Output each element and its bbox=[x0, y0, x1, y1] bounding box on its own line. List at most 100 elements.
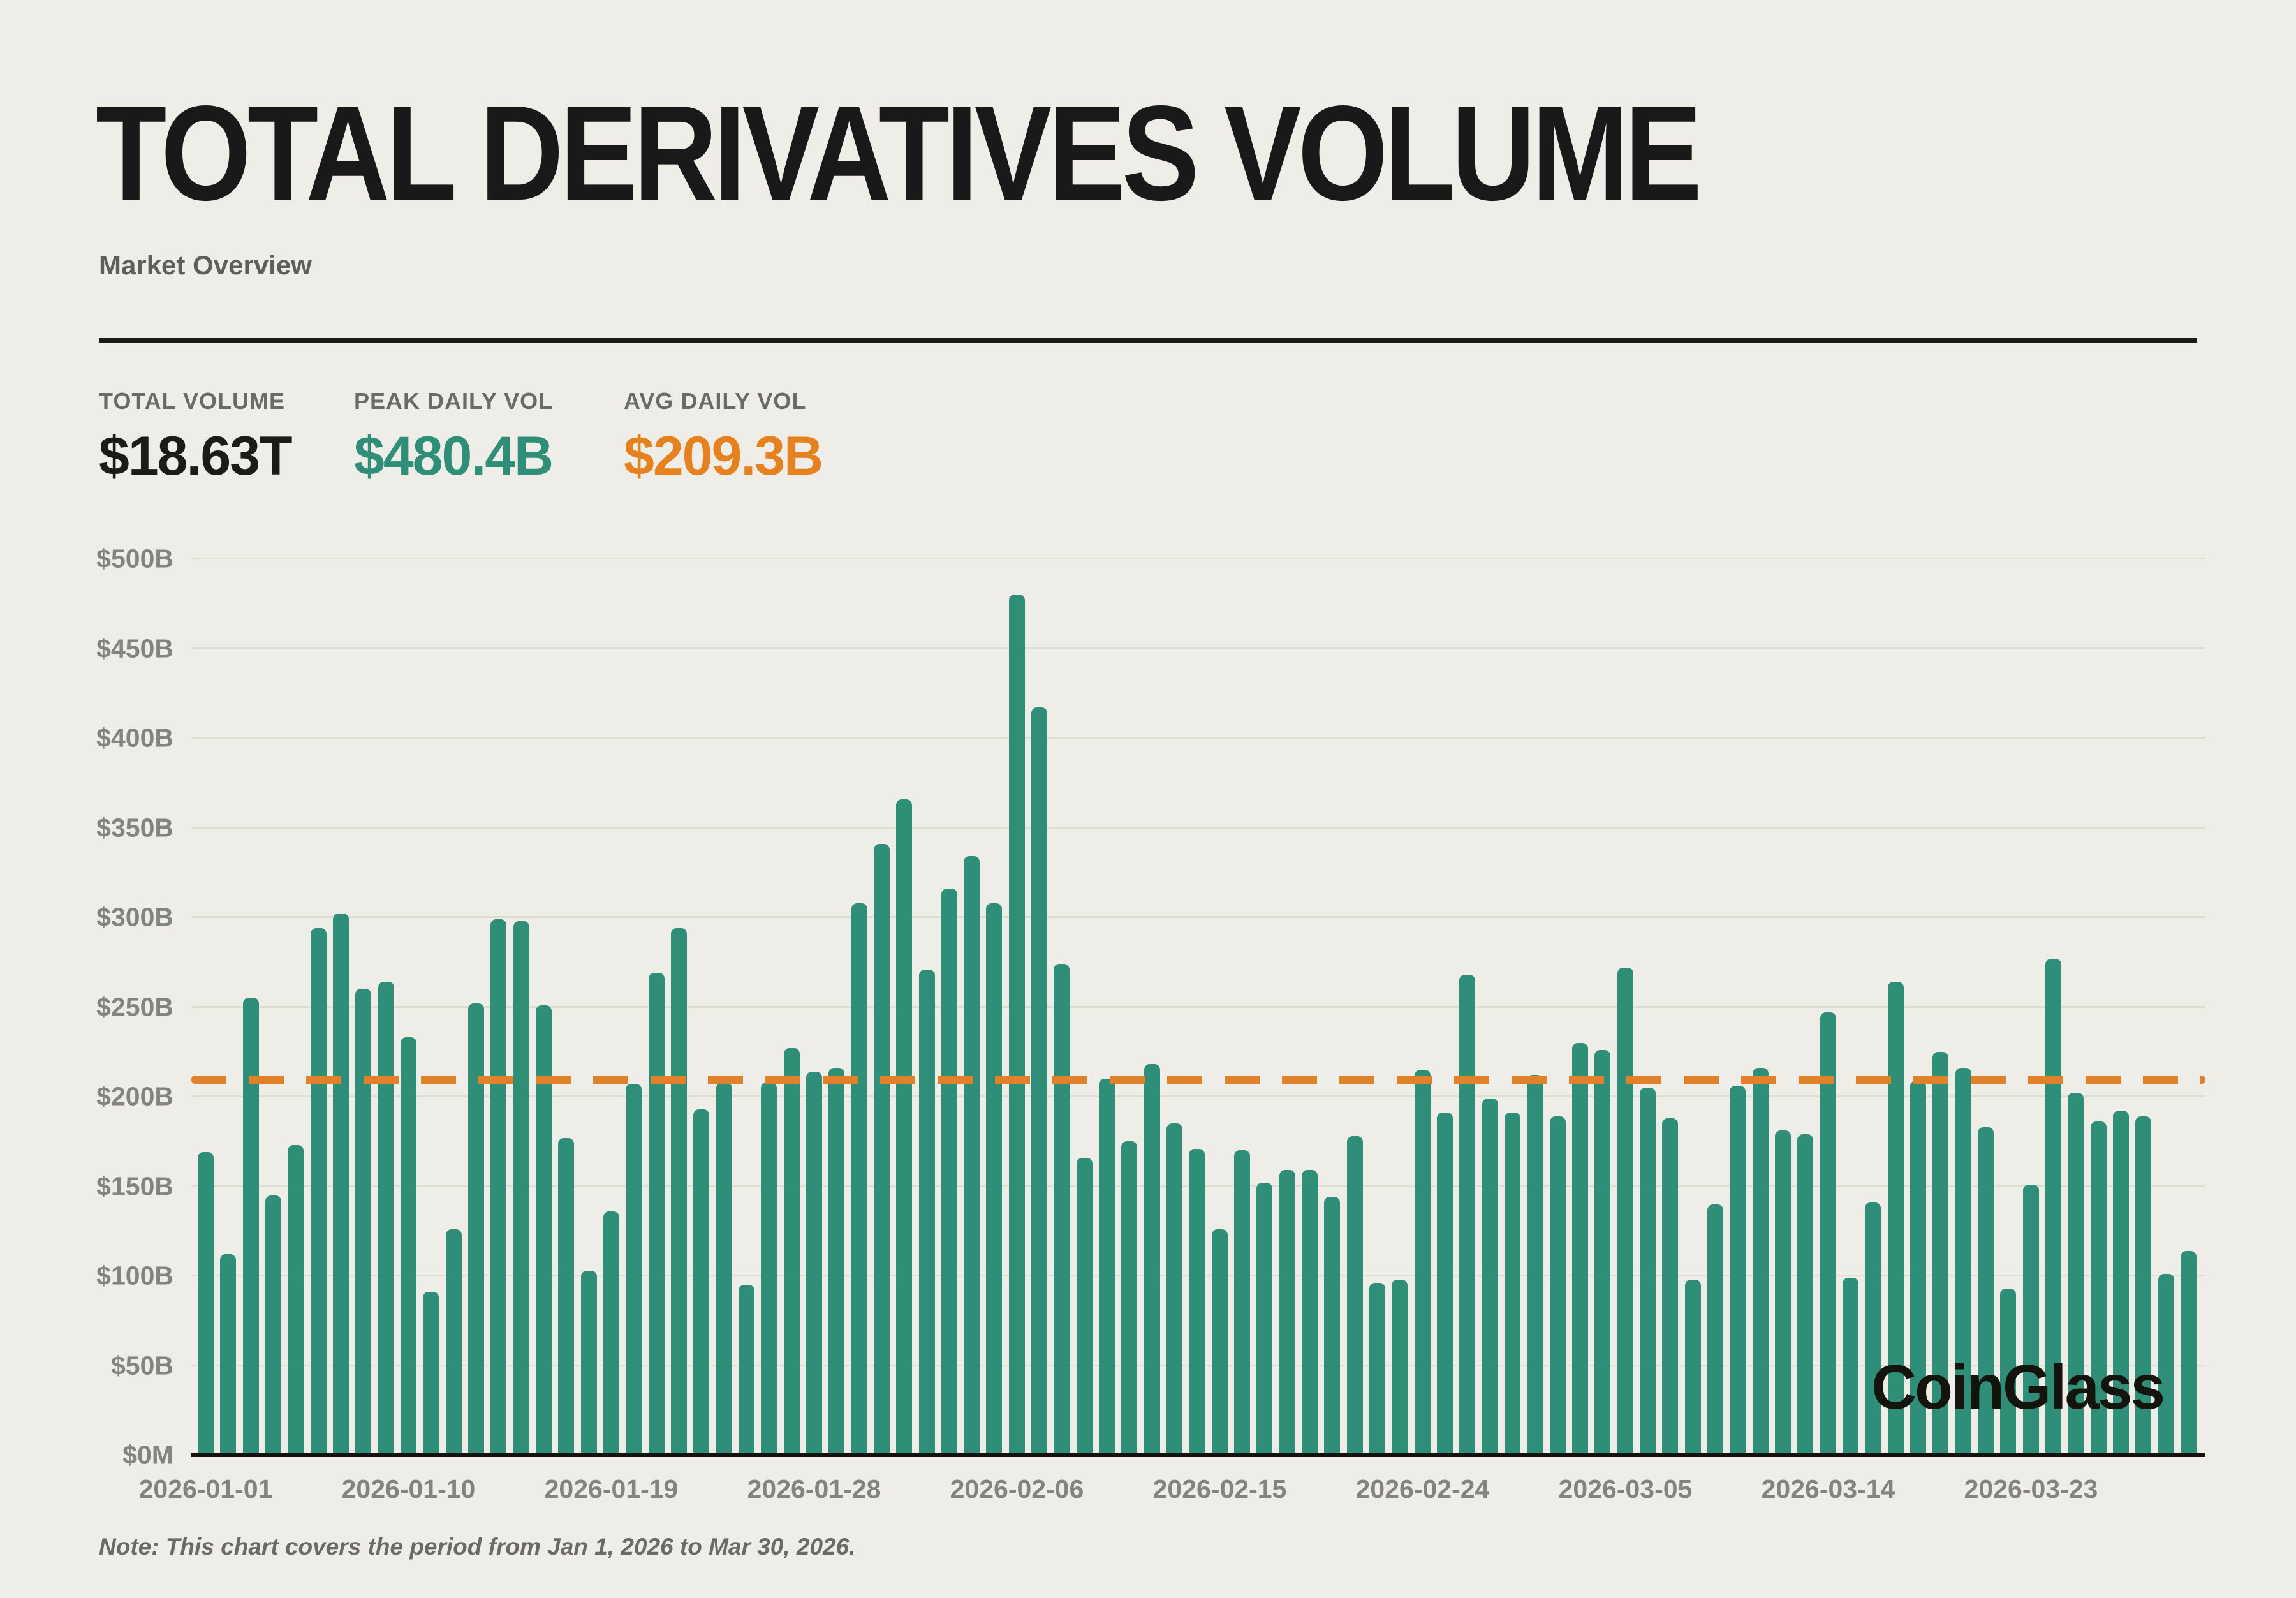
stat-label: PEAK DAILY VOL bbox=[354, 388, 554, 414]
stat-value: $480.4B bbox=[354, 425, 554, 487]
volume-bar bbox=[2112, 1111, 2129, 1455]
volume-bar bbox=[2090, 1121, 2107, 1455]
stat-label: AVG DAILY VOL bbox=[624, 388, 807, 414]
x-axis-tick-label: 2026-01-28 bbox=[747, 1474, 881, 1504]
volume-bar bbox=[738, 1285, 754, 1455]
volume-bar bbox=[1617, 967, 1633, 1455]
volume-bar bbox=[918, 969, 935, 1455]
volume-bar bbox=[670, 928, 687, 1455]
page-title: TOTAL DERIVATIVES VOLUME bbox=[96, 77, 1702, 228]
y-axis-tick-label: $350B bbox=[96, 813, 173, 842]
volume-bar bbox=[1752, 1068, 1769, 1455]
volume-bar bbox=[2158, 1274, 2174, 1455]
y-axis-tick-label: $450B bbox=[96, 633, 173, 663]
volume-bar bbox=[2045, 958, 2061, 1455]
x-axis-tick-label: 2026-01-01 bbox=[138, 1474, 273, 1504]
volume-bar bbox=[355, 989, 372, 1455]
x-axis-line bbox=[191, 1453, 2205, 1457]
volume-bar bbox=[806, 1071, 822, 1455]
volume-bar bbox=[1594, 1049, 1611, 1455]
volume-bar bbox=[1369, 1283, 1386, 1455]
y-axis-tick-label: $300B bbox=[96, 902, 173, 932]
volume-bar bbox=[400, 1037, 416, 1455]
y-axis-tick-label: $150B bbox=[96, 1171, 173, 1201]
volume-bar bbox=[1684, 1279, 1701, 1455]
volume-bar bbox=[783, 1048, 800, 1455]
volume-bar bbox=[1572, 1042, 1589, 1455]
volume-bar bbox=[1797, 1134, 1814, 1455]
volume-bar bbox=[761, 1082, 777, 1455]
volume-bar bbox=[423, 1292, 439, 1455]
gridline bbox=[191, 1095, 2205, 1097]
x-axis-tick-label: 2026-03-23 bbox=[1964, 1474, 2098, 1504]
stat-value: $18.63T bbox=[99, 425, 293, 487]
volume-bar bbox=[1977, 1127, 1994, 1455]
volume-bar bbox=[1008, 595, 1025, 1455]
volume-bar bbox=[1189, 1148, 1205, 1455]
volume-bar bbox=[1392, 1279, 1408, 1455]
volume-bar bbox=[1144, 1064, 1160, 1455]
volume-bar bbox=[378, 982, 394, 1455]
y-axis-tick-label: $200B bbox=[96, 1081, 173, 1111]
volume-bar bbox=[1076, 1157, 1093, 1455]
y-axis-tick-label: $0M bbox=[122, 1440, 173, 1470]
volume-bar bbox=[2135, 1116, 2152, 1455]
volume-bar bbox=[873, 843, 890, 1455]
y-axis-tick-label: $100B bbox=[96, 1261, 173, 1291]
volume-bar bbox=[1887, 982, 1904, 1455]
y-axis-tick-label: $250B bbox=[96, 992, 173, 1021]
volume-bar bbox=[828, 1068, 845, 1455]
volume-bar bbox=[603, 1211, 619, 1455]
y-axis-tick-label: $500B bbox=[96, 544, 173, 573]
volume-bar bbox=[1549, 1116, 1566, 1455]
bar-series bbox=[191, 559, 2205, 1455]
volume-bar bbox=[1459, 974, 1476, 1455]
volume-bar bbox=[198, 1152, 214, 1455]
volume-bar bbox=[2180, 1250, 2197, 1455]
gridline bbox=[191, 916, 2205, 918]
volume-bar bbox=[986, 903, 1003, 1455]
volume-bar bbox=[490, 919, 507, 1455]
volume-bar bbox=[1865, 1202, 1881, 1455]
volume-bar bbox=[288, 1144, 304, 1455]
volume-bar bbox=[1482, 1098, 1498, 1455]
volume-bar bbox=[1234, 1150, 1251, 1455]
x-axis-tick-label: 2026-02-15 bbox=[1152, 1474, 1287, 1504]
volume-bar bbox=[220, 1254, 237, 1455]
volume-bar bbox=[1414, 1069, 1431, 1455]
volume-bar bbox=[896, 799, 913, 1455]
volume-bar bbox=[332, 914, 349, 1455]
volume-bar bbox=[1955, 1068, 1971, 1455]
volume-bar bbox=[693, 1109, 710, 1455]
y-axis-tick-label: $400B bbox=[96, 723, 173, 753]
page-subtitle: Market Overview bbox=[99, 250, 312, 280]
volume-bar bbox=[1324, 1197, 1341, 1455]
volume-bar bbox=[310, 928, 327, 1455]
plot-area: CoinGlass $0M $50B $100B $150B $200B $250B $30… bbox=[96, 544, 2205, 1504]
volume-bar bbox=[1121, 1141, 1138, 1455]
header-divider bbox=[99, 338, 2197, 343]
volume-bar bbox=[2000, 1288, 2017, 1455]
coinglass-logo: CoinGlass bbox=[1871, 1352, 2165, 1422]
volume-bar bbox=[1211, 1229, 1228, 1455]
volume-bar bbox=[1166, 1123, 1183, 1455]
x-axis-tick-label: 2026-03-14 bbox=[1761, 1474, 1895, 1504]
x-axis-tick-label: 2026-02-24 bbox=[1355, 1474, 1490, 1504]
volume-bar bbox=[1527, 1075, 1543, 1455]
stat-value: $209.3B bbox=[624, 425, 823, 487]
volume-bar bbox=[1256, 1182, 1273, 1455]
volume-bar bbox=[1279, 1170, 1295, 1455]
volume-bar bbox=[1910, 1080, 1926, 1455]
average-volume-dashed-line bbox=[191, 1075, 2205, 1084]
volume-bar bbox=[1054, 964, 1070, 1455]
gridline bbox=[191, 826, 2205, 829]
volume-bar bbox=[580, 1270, 597, 1455]
volume-bar bbox=[1662, 1118, 1679, 1455]
stat-label: TOTAL VOLUME bbox=[99, 388, 286, 414]
gridline bbox=[191, 647, 2205, 649]
volume-bar bbox=[1820, 1012, 1836, 1455]
volume-bar bbox=[265, 1195, 281, 1455]
volume-bar bbox=[1730, 1086, 1746, 1455]
volume-bar bbox=[2068, 1093, 2084, 1455]
